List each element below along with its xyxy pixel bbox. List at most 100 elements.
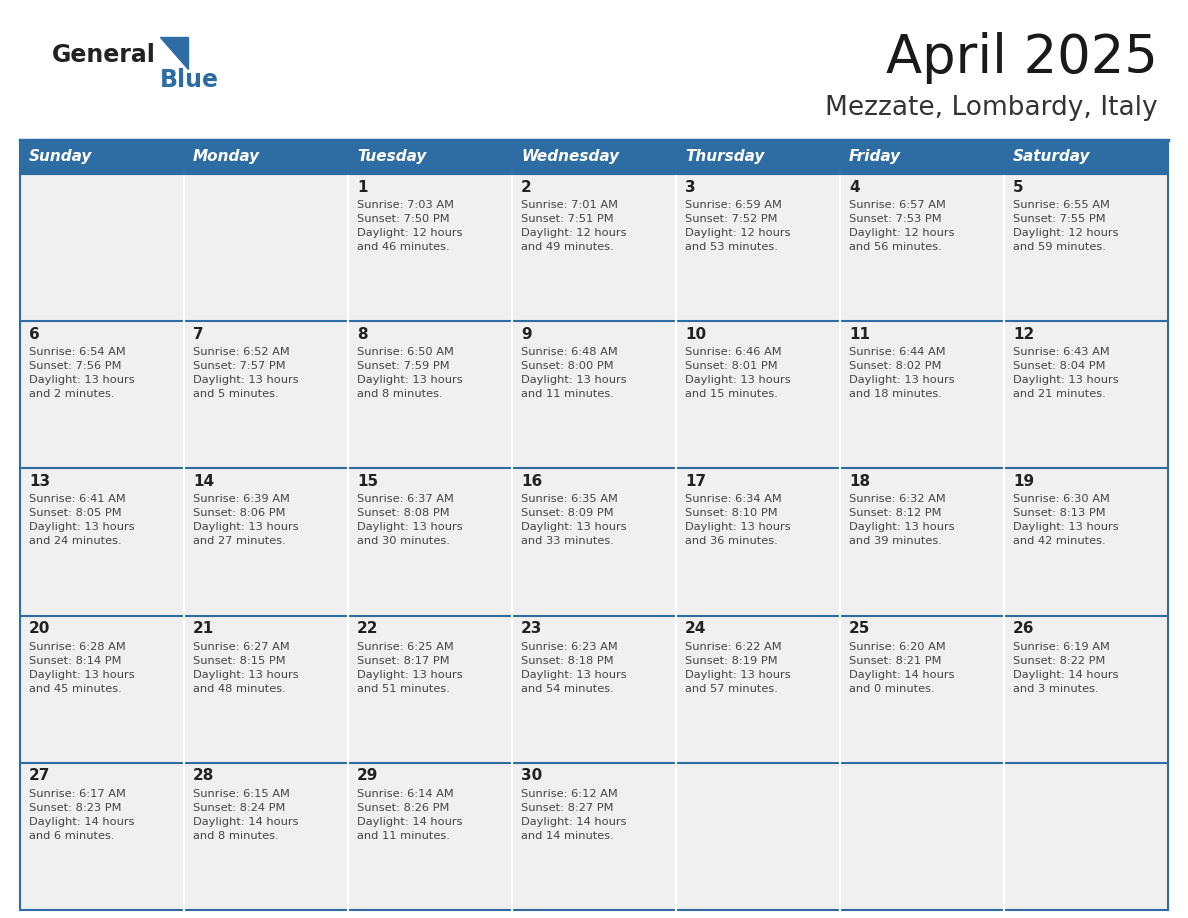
Text: Saturday: Saturday [1013, 150, 1091, 164]
Text: Sunrise: 6:54 AM
Sunset: 7:56 PM
Daylight: 13 hours
and 2 minutes.: Sunrise: 6:54 AM Sunset: 7:56 PM Dayligh… [29, 347, 134, 399]
Bar [512, 763, 676, 910]
Text: 3: 3 [685, 180, 696, 195]
Text: Sunrise: 6:28 AM
Sunset: 8:14 PM
Daylight: 13 hours
and 45 minutes.: Sunrise: 6:28 AM Sunset: 8:14 PM Dayligh… [29, 642, 134, 694]
Text: Sunrise: 7:03 AM
Sunset: 7:50 PM
Daylight: 12 hours
and 46 minutes.: Sunrise: 7:03 AM Sunset: 7:50 PM Dayligh… [358, 200, 462, 252]
Text: Sunrise: 6:59 AM
Sunset: 7:52 PM
Daylight: 12 hours
and 53 minutes.: Sunrise: 6:59 AM Sunset: 7:52 PM Dayligh… [685, 200, 790, 252]
Text: Wednesday: Wednesday [522, 150, 619, 164]
Text: 10: 10 [685, 327, 706, 341]
Text: Sunrise: 6:52 AM
Sunset: 7:57 PM
Daylight: 13 hours
and 5 minutes.: Sunrise: 6:52 AM Sunset: 7:57 PM Dayligh… [192, 347, 298, 399]
Text: 28: 28 [192, 768, 214, 783]
Text: Sunrise: 6:39 AM
Sunset: 8:06 PM
Daylight: 13 hours
and 27 minutes.: Sunrise: 6:39 AM Sunset: 8:06 PM Dayligh… [192, 495, 298, 546]
Bar [184, 468, 348, 616]
Text: Sunrise: 6:43 AM
Sunset: 8:04 PM
Daylight: 13 hours
and 21 minutes.: Sunrise: 6:43 AM Sunset: 8:04 PM Dayligh… [1013, 347, 1119, 399]
Text: 30: 30 [522, 768, 542, 783]
Bar [512, 321, 676, 468]
Text: 9: 9 [522, 327, 531, 341]
Bar [184, 763, 348, 910]
Text: 26: 26 [1013, 621, 1035, 636]
Text: 2: 2 [522, 180, 532, 195]
Text: 25: 25 [849, 621, 871, 636]
Text: 5: 5 [1013, 180, 1024, 195]
Text: Sunrise: 6:25 AM
Sunset: 8:17 PM
Daylight: 13 hours
and 51 minutes.: Sunrise: 6:25 AM Sunset: 8:17 PM Dayligh… [358, 642, 462, 694]
Text: 17: 17 [685, 474, 706, 489]
Text: Sunrise: 6:32 AM
Sunset: 8:12 PM
Daylight: 13 hours
and 39 minutes.: Sunrise: 6:32 AM Sunset: 8:12 PM Dayligh… [849, 495, 955, 546]
Text: Sunrise: 6:27 AM
Sunset: 8:15 PM
Daylight: 13 hours
and 48 minutes.: Sunrise: 6:27 AM Sunset: 8:15 PM Dayligh… [192, 642, 298, 694]
Text: 12: 12 [1013, 327, 1035, 341]
Bar [1004, 174, 1168, 321]
Text: 14: 14 [192, 474, 214, 489]
Text: Sunrise: 6:12 AM
Sunset: 8:27 PM
Daylight: 14 hours
and 14 minutes.: Sunrise: 6:12 AM Sunset: 8:27 PM Dayligh… [522, 789, 626, 841]
Text: Sunrise: 6:34 AM
Sunset: 8:10 PM
Daylight: 13 hours
and 36 minutes.: Sunrise: 6:34 AM Sunset: 8:10 PM Dayligh… [685, 495, 791, 546]
Text: 7: 7 [192, 327, 203, 341]
Text: 1: 1 [358, 180, 367, 195]
Bar [184, 140, 348, 174]
Bar [512, 468, 676, 616]
Text: 16: 16 [522, 474, 542, 489]
Text: Sunrise: 6:14 AM
Sunset: 8:26 PM
Daylight: 14 hours
and 11 minutes.: Sunrise: 6:14 AM Sunset: 8:26 PM Dayligh… [358, 789, 462, 841]
Bar [1004, 321, 1168, 468]
Text: 6: 6 [29, 327, 39, 341]
Bar [1004, 763, 1168, 910]
Text: 22: 22 [358, 621, 379, 636]
Bar [348, 616, 512, 763]
Text: Sunrise: 6:22 AM
Sunset: 8:19 PM
Daylight: 13 hours
and 57 minutes.: Sunrise: 6:22 AM Sunset: 8:19 PM Dayligh… [685, 642, 791, 694]
Bar [676, 616, 840, 763]
Text: Sunrise: 6:57 AM
Sunset: 7:53 PM
Daylight: 12 hours
and 56 minutes.: Sunrise: 6:57 AM Sunset: 7:53 PM Dayligh… [849, 200, 954, 252]
Text: Sunrise: 6:15 AM
Sunset: 8:24 PM
Daylight: 14 hours
and 8 minutes.: Sunrise: 6:15 AM Sunset: 8:24 PM Dayligh… [192, 789, 298, 841]
Text: 24: 24 [685, 621, 707, 636]
Text: 27: 27 [29, 768, 50, 783]
Text: Monday: Monday [192, 150, 260, 164]
Text: 29: 29 [358, 768, 378, 783]
Text: Thursday: Thursday [685, 150, 764, 164]
Bar [184, 616, 348, 763]
Text: Sunrise: 6:23 AM
Sunset: 8:18 PM
Daylight: 13 hours
and 54 minutes.: Sunrise: 6:23 AM Sunset: 8:18 PM Dayligh… [522, 642, 626, 694]
Text: 11: 11 [849, 327, 870, 341]
Text: 21: 21 [192, 621, 214, 636]
Text: Mezzate, Lombardy, Italy: Mezzate, Lombardy, Italy [826, 95, 1158, 121]
Text: Sunrise: 6:37 AM
Sunset: 8:08 PM
Daylight: 13 hours
and 30 minutes.: Sunrise: 6:37 AM Sunset: 8:08 PM Dayligh… [358, 495, 462, 546]
Bar [348, 174, 512, 321]
Text: Blue: Blue [160, 68, 219, 92]
Text: 4: 4 [849, 180, 860, 195]
Bar [184, 321, 348, 468]
Text: 19: 19 [1013, 474, 1034, 489]
Text: 13: 13 [29, 474, 50, 489]
Text: Sunrise: 6:30 AM
Sunset: 8:13 PM
Daylight: 13 hours
and 42 minutes.: Sunrise: 6:30 AM Sunset: 8:13 PM Dayligh… [1013, 495, 1119, 546]
Text: Sunrise: 6:35 AM
Sunset: 8:09 PM
Daylight: 13 hours
and 33 minutes.: Sunrise: 6:35 AM Sunset: 8:09 PM Dayligh… [522, 495, 626, 546]
Bar [840, 468, 1004, 616]
Bar [840, 321, 1004, 468]
Bar [1004, 140, 1168, 174]
Bar [184, 174, 348, 321]
Text: Sunrise: 6:20 AM
Sunset: 8:21 PM
Daylight: 14 hours
and 0 minutes.: Sunrise: 6:20 AM Sunset: 8:21 PM Dayligh… [849, 642, 954, 694]
Bar [512, 140, 676, 174]
Bar [840, 763, 1004, 910]
Bar [676, 174, 840, 321]
Bar [20, 468, 184, 616]
Text: Sunday: Sunday [29, 150, 93, 164]
Bar [20, 763, 184, 910]
Text: Sunrise: 6:19 AM
Sunset: 8:22 PM
Daylight: 14 hours
and 3 minutes.: Sunrise: 6:19 AM Sunset: 8:22 PM Dayligh… [1013, 642, 1118, 694]
Bar [348, 468, 512, 616]
Text: 15: 15 [358, 474, 378, 489]
Text: Tuesday: Tuesday [358, 150, 426, 164]
Bar [348, 140, 512, 174]
Text: Sunrise: 6:44 AM
Sunset: 8:02 PM
Daylight: 13 hours
and 18 minutes.: Sunrise: 6:44 AM Sunset: 8:02 PM Dayligh… [849, 347, 955, 399]
Bar [20, 616, 184, 763]
Text: Sunrise: 6:50 AM
Sunset: 7:59 PM
Daylight: 13 hours
and 8 minutes.: Sunrise: 6:50 AM Sunset: 7:59 PM Dayligh… [358, 347, 462, 399]
Text: Sunrise: 6:46 AM
Sunset: 8:01 PM
Daylight: 13 hours
and 15 minutes.: Sunrise: 6:46 AM Sunset: 8:01 PM Dayligh… [685, 347, 791, 399]
Text: April 2025: April 2025 [886, 32, 1158, 84]
Bar [676, 763, 840, 910]
Bar [1004, 616, 1168, 763]
Polygon shape [160, 37, 188, 69]
Text: Sunrise: 6:48 AM
Sunset: 8:00 PM
Daylight: 13 hours
and 11 minutes.: Sunrise: 6:48 AM Sunset: 8:00 PM Dayligh… [522, 347, 626, 399]
Text: Sunrise: 7:01 AM
Sunset: 7:51 PM
Daylight: 12 hours
and 49 minutes.: Sunrise: 7:01 AM Sunset: 7:51 PM Dayligh… [522, 200, 626, 252]
Bar [840, 140, 1004, 174]
Bar [676, 321, 840, 468]
Bar [512, 616, 676, 763]
Bar [20, 140, 184, 174]
Bar [20, 174, 184, 321]
Text: 20: 20 [29, 621, 50, 636]
Text: 8: 8 [358, 327, 367, 341]
Text: Sunrise: 6:55 AM
Sunset: 7:55 PM
Daylight: 12 hours
and 59 minutes.: Sunrise: 6:55 AM Sunset: 7:55 PM Dayligh… [1013, 200, 1118, 252]
Bar [840, 174, 1004, 321]
